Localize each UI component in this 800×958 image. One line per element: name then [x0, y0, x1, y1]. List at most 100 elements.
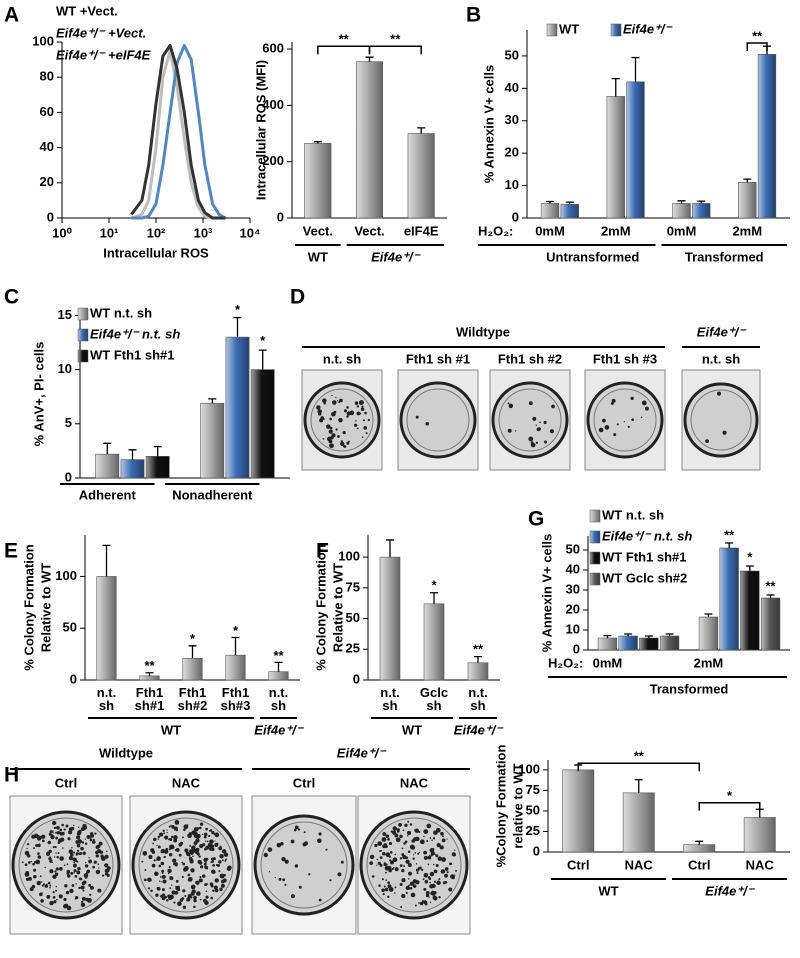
colony	[403, 842, 406, 845]
colony	[290, 894, 295, 899]
colony	[49, 884, 52, 887]
colony	[187, 873, 191, 877]
colony	[77, 866, 81, 871]
x-prefix: H₂O₂:	[478, 223, 513, 238]
error-bar	[745, 565, 754, 571]
error-bar	[565, 201, 574, 205]
colony	[195, 881, 198, 884]
colony	[163, 832, 166, 835]
group-label: Transformed	[685, 249, 764, 264]
error-bar	[103, 442, 112, 455]
y-axis-label: %Colony Formation	[493, 745, 508, 868]
x-tick-label: 10⁴	[240, 225, 261, 240]
colony	[355, 420, 357, 422]
colony	[532, 416, 537, 421]
colony	[331, 412, 336, 417]
y-tick-label: 20	[505, 145, 519, 160]
colony	[52, 846, 55, 849]
colony	[168, 865, 171, 869]
colony	[209, 882, 214, 886]
colony	[151, 850, 156, 854]
error-bar	[677, 200, 686, 204]
colony	[50, 834, 55, 840]
colony	[405, 859, 410, 864]
bar	[355, 61, 384, 219]
colony	[394, 833, 399, 838]
colony	[404, 856, 408, 860]
colony	[149, 855, 151, 857]
colony	[175, 885, 177, 888]
colony	[191, 845, 196, 850]
colony	[35, 859, 41, 865]
colony	[429, 901, 432, 904]
colony	[329, 443, 334, 449]
colony	[317, 838, 322, 844]
colony	[429, 871, 435, 877]
colony	[38, 837, 40, 839]
colony	[263, 852, 268, 858]
colony	[385, 863, 388, 866]
colony	[337, 872, 342, 877]
colony	[388, 868, 392, 873]
colony	[430, 891, 434, 896]
colony	[187, 833, 192, 838]
colony	[444, 873, 448, 878]
colony	[158, 880, 161, 882]
colony	[369, 854, 375, 860]
group-label: Eif4e⁺/⁻	[371, 249, 422, 264]
colony	[37, 855, 41, 859]
colony	[81, 841, 85, 844]
colony	[54, 870, 57, 873]
colony	[549, 429, 554, 434]
significance-label: **	[273, 648, 284, 663]
colony	[446, 871, 449, 874]
colony	[155, 859, 158, 861]
colony	[218, 870, 221, 873]
colony	[24, 872, 30, 877]
colony	[425, 890, 430, 895]
colony	[376, 858, 379, 861]
colony	[198, 855, 201, 858]
colony	[435, 854, 439, 858]
error-bar	[153, 445, 162, 457]
error-bar	[743, 178, 752, 183]
y-tick-label: 30	[566, 581, 580, 596]
colony	[71, 847, 73, 849]
colony	[428, 896, 430, 898]
y-axis-label: Relative to WT	[38, 563, 53, 653]
colony	[186, 852, 191, 857]
colony	[52, 891, 55, 894]
colony	[56, 898, 58, 901]
legend-swatch	[546, 23, 558, 37]
colony	[55, 885, 57, 888]
colony	[76, 843, 81, 848]
colony	[455, 869, 457, 872]
colony	[401, 847, 404, 850]
colony	[294, 864, 299, 868]
colony	[535, 441, 539, 444]
y-tick-label: 75	[346, 579, 360, 594]
panel-label: A	[4, 4, 19, 27]
significance-bracket	[368, 45, 422, 55]
colony	[417, 852, 420, 855]
colony	[392, 830, 397, 835]
colony	[63, 828, 66, 831]
colony	[454, 849, 456, 851]
bar	[145, 456, 170, 479]
colony	[431, 839, 433, 841]
colony	[198, 826, 202, 830]
colony	[404, 840, 408, 844]
legend-entry: Eif4e⁺/⁻ +eIF4E	[56, 47, 151, 62]
colony	[394, 853, 397, 856]
colony	[180, 841, 184, 845]
colony	[439, 845, 444, 850]
colony	[58, 894, 63, 899]
colony	[173, 838, 178, 843]
x-tick-label: Adherent	[79, 487, 137, 502]
bar	[692, 203, 711, 219]
colony	[543, 420, 547, 425]
colony	[298, 885, 302, 889]
colony	[381, 837, 387, 842]
colony	[143, 878, 147, 882]
colony	[167, 868, 172, 874]
